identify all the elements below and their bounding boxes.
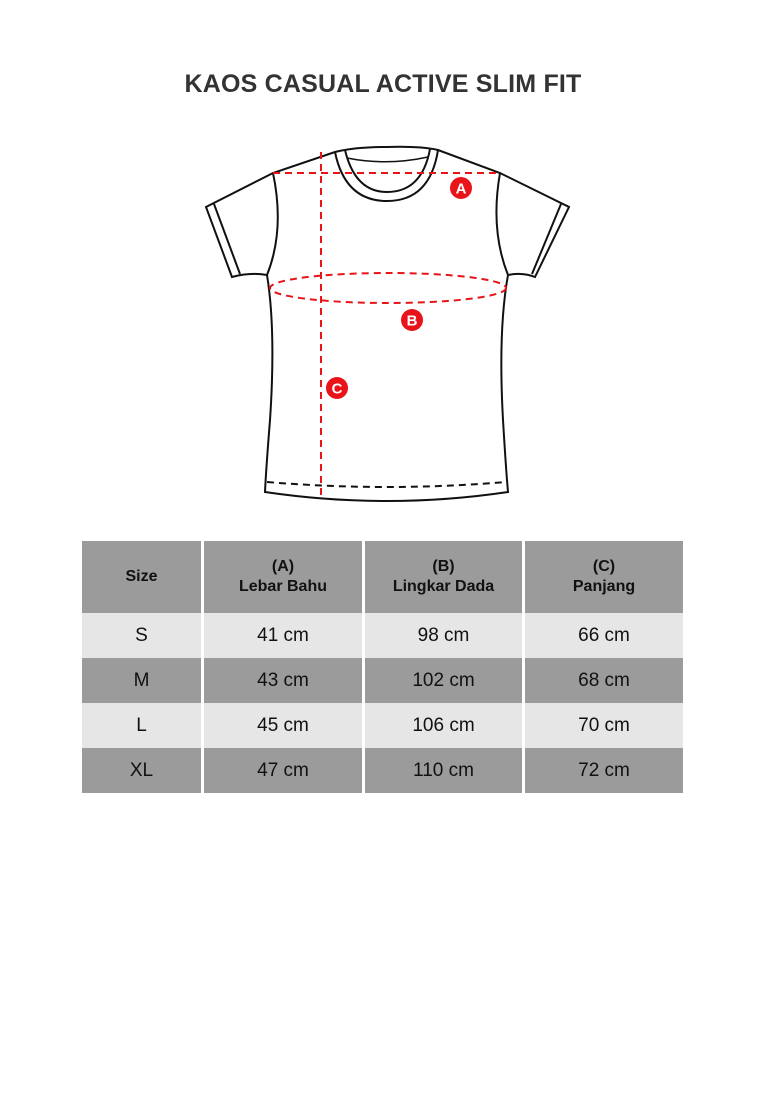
svg-text:C: C (332, 381, 343, 398)
marker-a-icon: A (450, 177, 472, 199)
cell-panjang: 68 cm (525, 658, 683, 703)
cell-lingkar-dada: 102 cm (365, 658, 522, 703)
table-row: S 41 cm 98 cm 66 cm (82, 613, 683, 658)
cell-lebar-bahu: 47 cm (204, 748, 362, 793)
armhole-right (495, 172, 509, 276)
collar-inner (344, 148, 431, 194)
table-row: L 45 cm 106 cm 70 cm (82, 703, 683, 748)
measure-line-b (269, 272, 507, 304)
svg-text:B: B (407, 313, 418, 330)
cell-lebar-bahu: 43 cm (204, 658, 362, 703)
svg-text:A: A (456, 181, 467, 198)
cell-panjang: 72 cm (525, 748, 683, 793)
sleeve-cuff-left (213, 203, 241, 275)
header-panjang: (C) Panjang (525, 541, 683, 613)
table-row: M 43 cm 102 cm 68 cm (82, 658, 683, 703)
cell-size: XL (82, 748, 201, 793)
hem-stitch (266, 481, 507, 488)
shirt-outline (204, 145, 571, 502)
collar-seam (346, 156, 429, 163)
cell-lingkar-dada: 98 cm (365, 613, 522, 658)
cell-size: L (82, 703, 201, 748)
marker-c-icon: C (326, 377, 348, 399)
cell-lingkar-dada: 106 cm (365, 703, 522, 748)
header-size: Size (82, 541, 201, 613)
cell-panjang: 66 cm (525, 613, 683, 658)
header-lebar-bahu: (A) Lebar Bahu (204, 541, 362, 613)
cell-size: S (82, 613, 201, 658)
size-table: Size (A) Lebar Bahu (B) Lingkar Dada (C) Pa… (79, 541, 686, 793)
sleeve-cuff-right (531, 203, 562, 275)
cell-lebar-bahu: 45 cm (204, 703, 362, 748)
marker-b-icon: B (401, 309, 423, 331)
cell-panjang: 70 cm (525, 703, 683, 748)
collar-outer (334, 149, 439, 203)
page-title: KAOS CASUAL ACTIVE SLIM FIT (184, 70, 582, 98)
cell-size: M (82, 658, 201, 703)
header-lingkar-dada: (B) Lingkar Dada (365, 541, 522, 613)
table-row: XL 47 cm 110 cm 72 cm (82, 748, 683, 793)
cell-lingkar-dada: 110 cm (365, 748, 522, 793)
armhole-left (266, 172, 279, 276)
cell-lebar-bahu: 41 cm (204, 613, 362, 658)
table-header-row: Size (A) Lebar Bahu (B) Lingkar Dada (C) Pa… (82, 541, 683, 613)
